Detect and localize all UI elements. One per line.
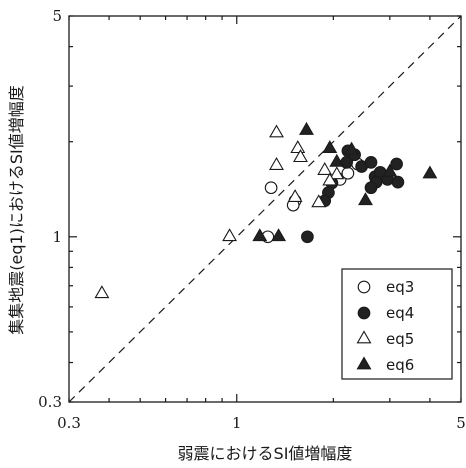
y-tick-label-2: 5 (52, 7, 62, 25)
y-axis-title: 集集地震(eq1)におけるSI値増幅度 (7, 85, 26, 335)
eq4-point-0 (301, 230, 314, 244)
eq5-point-6 (287, 189, 303, 202)
legend-label-eq3: eq3 (386, 278, 414, 296)
eq5-point-4 (290, 140, 306, 154)
eq5-point-10 (322, 172, 338, 186)
eq5-point-1 (222, 228, 238, 242)
x-axis-title: 弱震におけるSI値増幅度 (178, 444, 353, 463)
legend-marker-eq4 (357, 306, 371, 320)
eq3-point-5 (341, 166, 355, 180)
eq5-point-9 (329, 166, 345, 180)
eq6-point-4 (329, 153, 345, 167)
eq6-point-1 (322, 140, 338, 154)
eq4-point-5 (364, 156, 378, 169)
eq6-point-6 (358, 192, 373, 206)
legend-label-eq5: eq5 (386, 330, 414, 348)
identity-reference-line (68, 15, 462, 403)
eq6-point-0 (299, 121, 314, 135)
eq4-point-9 (390, 157, 403, 171)
eq4-point-10 (391, 175, 405, 189)
x-tick-label-0: 0.3 (57, 414, 81, 432)
eq3-point-0 (264, 181, 278, 195)
eq6-point-7 (382, 163, 398, 177)
eq6-point-5 (344, 141, 360, 155)
x-tick-label-1: 1 (232, 414, 242, 432)
legend-marker-eq6 (356, 356, 372, 370)
eq5-point-5 (293, 149, 308, 163)
eq5-point-8 (317, 161, 333, 175)
eq6-point-2 (252, 228, 268, 242)
eq5-point-3 (269, 156, 284, 170)
legend-marker-eq3 (357, 280, 371, 294)
data-markers (94, 121, 438, 299)
eq5-point-2 (269, 124, 284, 138)
eq5-point-0 (94, 285, 110, 299)
y-tick-label-1: 1 (52, 228, 62, 246)
legend: eq3 eq4 eq5 eq6 (341, 268, 453, 380)
legend-markers (356, 280, 372, 370)
eq4-point-12 (364, 181, 378, 195)
plot-frame (68, 15, 462, 403)
axis-ticks (68, 15, 462, 403)
legend-marker-eq5 (356, 330, 372, 344)
legend-label-eq6: eq6 (386, 356, 414, 374)
eq6-point-8 (422, 165, 438, 179)
x-tick-label-2: 5 (456, 414, 466, 432)
legend-label-eq4: eq4 (386, 304, 414, 322)
eq6-point-3 (271, 228, 287, 242)
y-tick-label-0: 0.3 (38, 393, 62, 411)
eq5-point-7 (311, 194, 327, 208)
